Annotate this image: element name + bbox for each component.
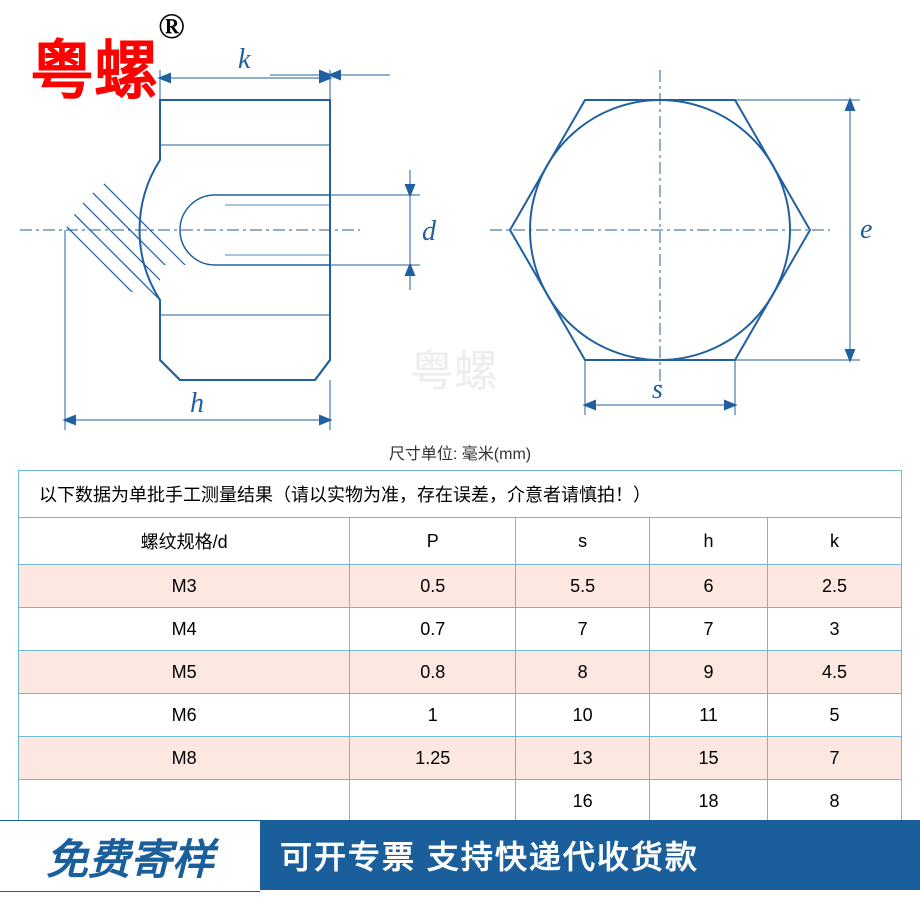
table-row: M3 0.5 5.5 6 2.5 xyxy=(19,565,902,608)
col-s: s xyxy=(516,518,650,565)
technical-diagram: h d k xyxy=(0,40,920,440)
footer-banner: 免费寄样 可开专票 支持快递代收货款 xyxy=(0,820,920,890)
col-k: k xyxy=(768,518,902,565)
table-row: M5 0.8 8 9 4.5 xyxy=(19,651,902,694)
table-header-row: 螺纹规格/d P s h k xyxy=(19,518,902,565)
col-p: P xyxy=(350,518,516,565)
svg-text:e: e xyxy=(860,214,872,245)
svg-text:k: k xyxy=(238,44,251,75)
col-d: 螺纹规格/d xyxy=(19,518,350,565)
spec-table: 以下数据为单批手工测量结果（请以实物为准，存在误差，介意者请慎拍！） 螺纹规格/… xyxy=(18,470,902,823)
table-row: M4 0.7 7 7 3 xyxy=(19,608,902,651)
unit-label: 尺寸单位: 毫米(mm) xyxy=(0,440,920,464)
footer-right: 可开专票 支持快递代收货款 xyxy=(260,820,920,890)
svg-text:s: s xyxy=(652,374,663,405)
svg-text:h: h xyxy=(190,388,204,419)
col-h: h xyxy=(650,518,768,565)
table-row: 16 18 8 xyxy=(19,780,902,823)
table-row: M6 1 10 11 5 xyxy=(19,694,902,737)
table-title: 以下数据为单批手工测量结果（请以实物为准，存在误差，介意者请慎拍！） xyxy=(19,471,902,518)
svg-text:d: d xyxy=(422,216,437,247)
top-view: e s xyxy=(490,70,872,415)
side-view: h d k xyxy=(20,44,437,440)
footer-left: 免费寄样 xyxy=(0,820,260,892)
table-row: M8 1.25 13 15 7 xyxy=(19,737,902,780)
